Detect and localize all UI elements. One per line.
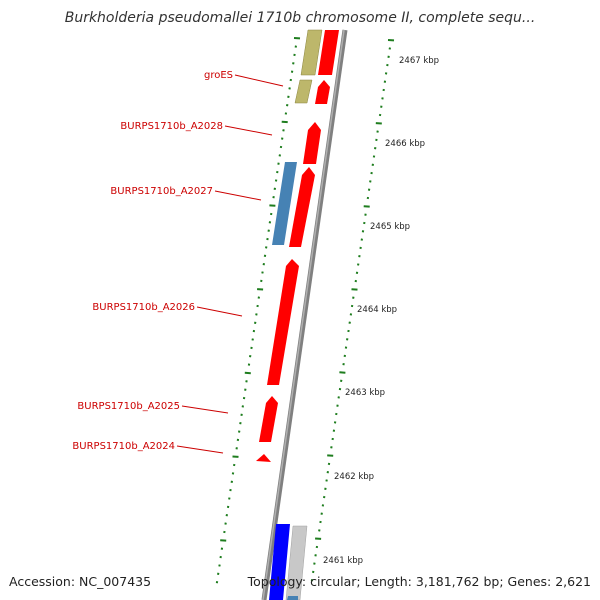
gene-forward-top[interactable] [318, 30, 339, 75]
scale-label: 2462 kbp [334, 472, 374, 482]
gene-a2026[interactable] [267, 259, 299, 385]
gene-gray-bottom[interactable] [285, 525, 308, 600]
gene-groES-top[interactable] [300, 29, 323, 76]
scale-label: 2466 kbp [385, 139, 425, 149]
gene-label-a2024[interactable]: BURPS1710b_A2024 [72, 441, 175, 452]
scale-label: 2464 kbp [357, 305, 397, 315]
gene-label-a2025[interactable]: BURPS1710b_A2025 [77, 401, 180, 412]
gene-label-a2026[interactable]: BURPS1710b_A2026 [92, 302, 195, 313]
gene-a2027-forward[interactable] [289, 167, 315, 247]
scale-label: 2461 kbp [323, 556, 363, 566]
gene-a2028[interactable] [303, 122, 321, 164]
gene-label-groES[interactable]: groES [204, 70, 233, 81]
gene-a2025[interactable] [259, 396, 278, 442]
backbone [261, 29, 348, 600]
scale-labels: 2467 kbp 2466 kbp 2465 kbp 2464 kbp 2463… [323, 56, 439, 566]
gene-features [256, 29, 339, 600]
scale-label: 2465 kbp [370, 222, 410, 232]
scale-label: 2463 kbp [345, 388, 385, 398]
outer-tick-track [310, 39, 395, 582]
gene-groES[interactable] [294, 79, 313, 104]
topology-text: Topology: circular; Length: 3,181,762 bp… [247, 574, 591, 589]
scale-label: 2467 kbp [399, 56, 439, 66]
gene-steelblue-bottom[interactable] [287, 596, 298, 600]
gene-label-a2028[interactable]: BURPS1710b_A2028 [120, 121, 223, 132]
gene-forward-small[interactable] [315, 80, 330, 104]
gene-blue-bottom[interactable] [269, 524, 290, 600]
gene-labels: groES BURPS1710b_A2028 BURPS1710b_A2027 … [72, 70, 233, 452]
gene-a2027-reverse[interactable] [272, 162, 297, 245]
gene-a2024[interactable] [256, 454, 271, 462]
gene-label-a2027[interactable]: BURPS1710b_A2027 [110, 186, 213, 197]
map-title: Burkholderia pseudomallei 1710b chromoso… [64, 10, 536, 26]
label-connectors [176, 74, 284, 454]
inner-tick-track [215, 37, 301, 584]
accession-text: Accession: NC_007435 [9, 574, 152, 589]
